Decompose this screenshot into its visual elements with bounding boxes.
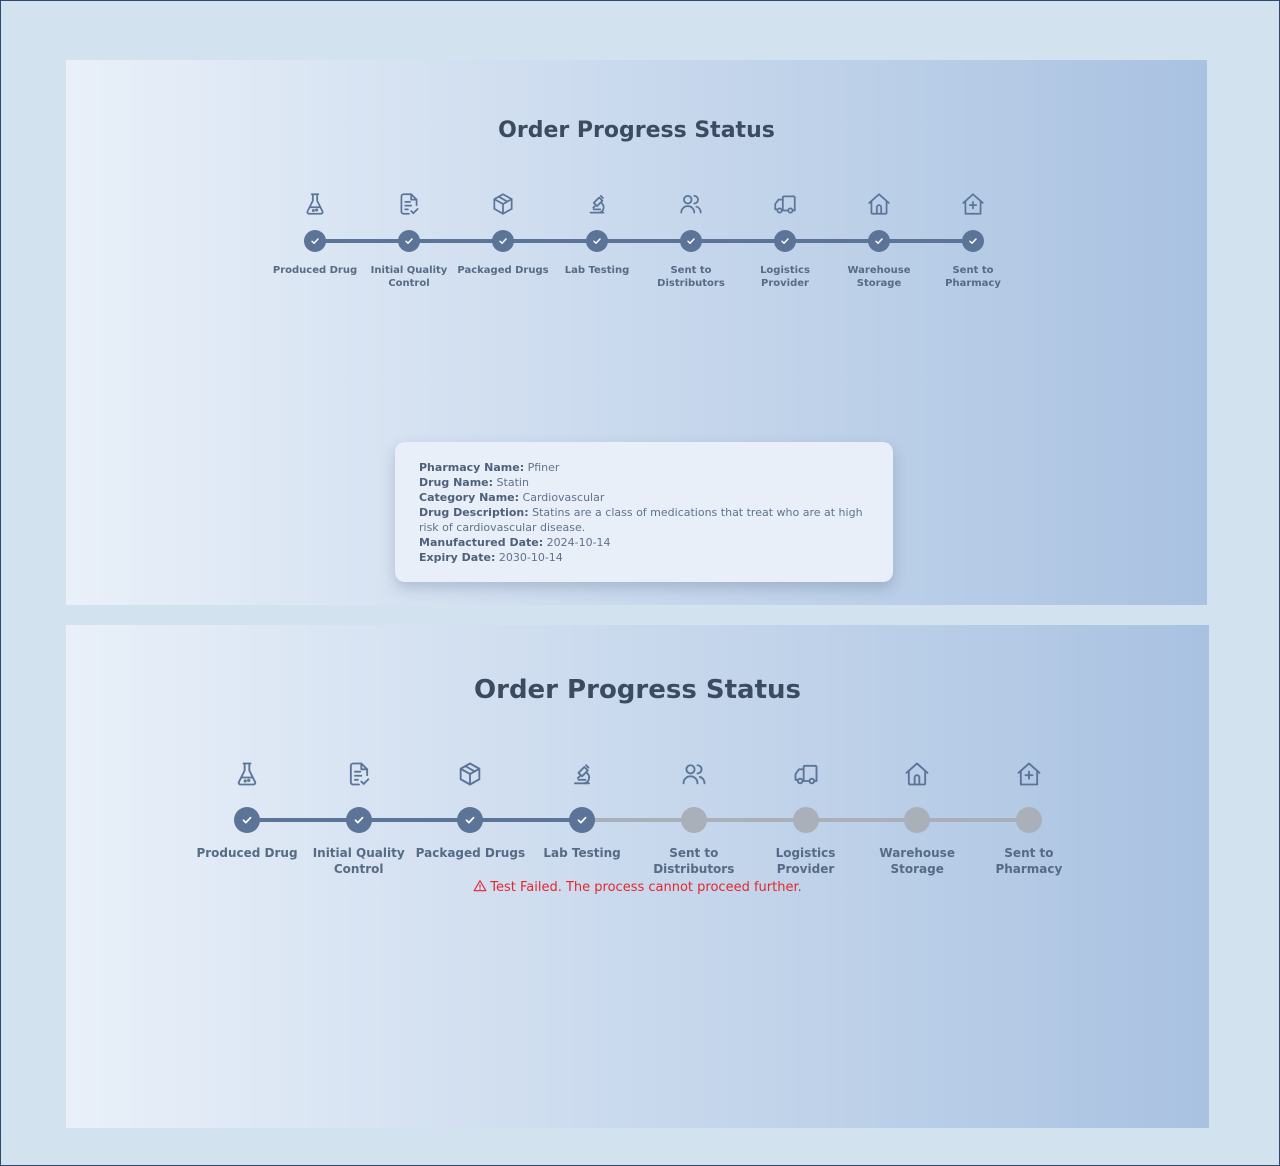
step-label: Packaged Drugs <box>457 265 549 276</box>
step-complete-marker <box>398 230 420 252</box>
timeline-connector <box>503 239 597 243</box>
step-label: Initial Quality Control <box>312 846 405 876</box>
drug-name-value: Statin <box>496 476 529 489</box>
truck-icon <box>792 760 820 788</box>
microscope-icon <box>584 191 610 217</box>
drug-info-card: Pharmacy Name: Pfiner Drug Name: Statin … <box>395 442 893 582</box>
warning-icon <box>473 880 490 895</box>
page-title: Order Progress Status <box>498 118 775 143</box>
step-complete-marker <box>774 230 796 252</box>
progress-timeline: Produced Drug Initial Quality Control Pack… <box>66 625 1209 1128</box>
timeline-connector <box>582 818 694 822</box>
drug-name-label: Drug Name: <box>419 476 494 489</box>
page-title: Order Progress Status <box>474 675 801 705</box>
step-complete-marker <box>457 807 484 833</box>
step-label: Sent to Pharmacy <box>945 265 1001 289</box>
manufactured-date-label: Manufactured Date: <box>419 536 544 549</box>
step-label: Sent to Distributors <box>657 265 725 289</box>
step-label: Logistics Provider <box>775 846 836 876</box>
flask-icon <box>302 191 328 217</box>
timeline-connector <box>879 239 973 243</box>
pharmacy-icon <box>960 191 986 217</box>
step-complete-marker <box>492 230 514 252</box>
description-value: Statins are a class of medications that … <box>419 506 863 534</box>
timeline-connector <box>315 239 409 243</box>
step-label: Produced Drug <box>272 265 358 276</box>
document-check-icon <box>396 191 422 217</box>
step-complete-marker <box>304 230 326 252</box>
timeline-connector <box>247 818 359 822</box>
manufactured-date-row: Manufactured Date: 2024-10-14 <box>419 535 869 550</box>
timeline-connector <box>691 239 785 243</box>
users-icon <box>680 760 708 788</box>
step-label: Logistics Provider <box>760 265 810 289</box>
step-label: Produced Drug <box>196 846 298 860</box>
timeline-connector <box>409 239 503 243</box>
progress-timeline: Produced Drug Initial Quality Control Pack… <box>66 60 1207 605</box>
timeline-connector <box>785 239 879 243</box>
step-label: Warehouse Storage <box>847 265 911 289</box>
timeline-connector <box>358 818 471 822</box>
category-value: Cardiovascular <box>522 491 605 504</box>
step-pending-marker <box>904 807 931 833</box>
error-text: Test Failed. The process cannot proceed … <box>490 880 802 895</box>
timeline-connector <box>597 239 691 243</box>
step-complete-marker <box>569 807 596 833</box>
timeline-connector <box>470 818 583 822</box>
warehouse-icon <box>866 191 892 217</box>
step-label: Lab Testing <box>543 846 621 860</box>
pharmacy-name-value: Pfiner <box>527 461 560 474</box>
package-icon <box>456 760 484 788</box>
pharmacy-name-row: Pharmacy Name: Pfiner <box>419 460 869 475</box>
document-check-icon <box>345 760 373 788</box>
step-complete-marker <box>868 230 890 252</box>
step-label: Sent to Distributors <box>653 846 735 876</box>
order-progress-panel-completed: Order Progress Status Produced Drug Initi… <box>66 60 1207 605</box>
step-pending-marker <box>680 807 707 833</box>
timeline-connector <box>805 818 918 822</box>
expiry-date-value: 2030-10-14 <box>498 551 563 564</box>
users-icon <box>678 191 704 217</box>
manufactured-date-value: 2024-10-14 <box>546 536 611 549</box>
pharmacy-name-label: Pharmacy Name: <box>419 461 525 474</box>
step-pending-marker <box>1015 807 1042 833</box>
step-label: Lab Testing <box>564 265 630 276</box>
step-complete-marker <box>680 230 702 252</box>
step-complete-marker <box>586 230 608 252</box>
warehouse-icon <box>903 760 931 788</box>
expiry-date-label: Expiry Date: <box>419 551 496 564</box>
package-icon <box>490 191 516 217</box>
order-progress-panel-failed: Order Progress Status Produced Drug Initi… <box>66 625 1209 1128</box>
pharmacy-icon <box>1015 760 1043 788</box>
timeline-connector <box>917 818 1029 822</box>
timeline-connector <box>693 818 806 822</box>
step-label: Initial Quality Control <box>370 265 448 289</box>
step-complete-marker <box>962 230 984 252</box>
truck-icon <box>772 191 798 217</box>
step-label: Sent to Pharmacy <box>995 846 1063 876</box>
category-row: Category Name: Cardiovascular <box>419 490 869 505</box>
step-complete-marker <box>345 807 372 833</box>
microscope-icon <box>568 760 596 788</box>
step-label: Warehouse Storage <box>879 846 955 876</box>
description-label: Drug Description: <box>419 506 529 519</box>
step-label: Packaged Drugs <box>415 846 526 860</box>
drug-name-row: Drug Name: Statin <box>419 475 869 490</box>
step-complete-marker <box>234 807 260 833</box>
step-pending-marker <box>792 807 819 833</box>
flask-icon <box>233 760 261 788</box>
category-label: Category Name: <box>419 491 520 504</box>
error-message: Test Failed. The process cannot proceed … <box>66 879 1209 895</box>
description-row: Drug Description: Statins are a class of… <box>419 505 869 535</box>
expiry-date-row: Expiry Date: 2030-10-14 <box>419 550 869 565</box>
